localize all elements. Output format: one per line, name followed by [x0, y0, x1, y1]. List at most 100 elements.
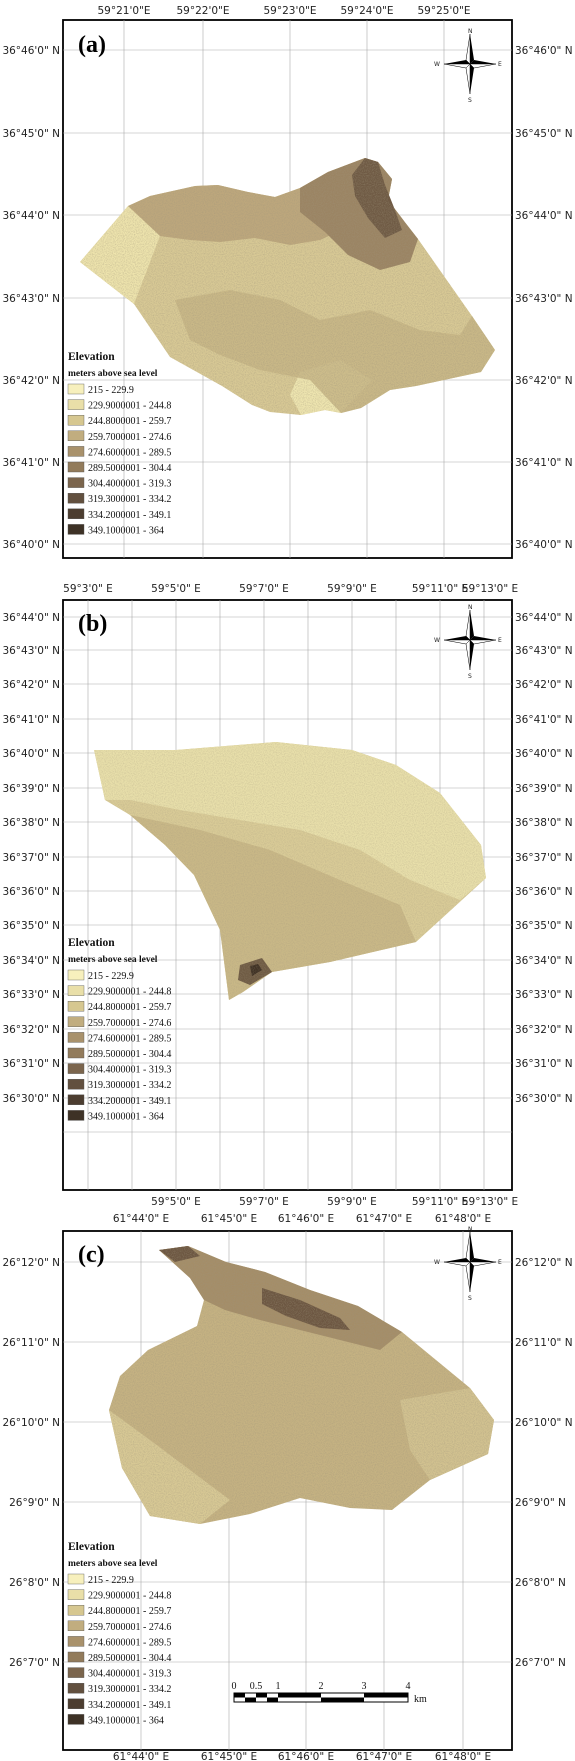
legend-item-label: 259.7000001 - 274.6: [88, 1622, 171, 1633]
legend-swatch: [67, 1605, 85, 1616]
lon-label: 59°11'0" E: [412, 583, 468, 595]
legend-swatch: [67, 1573, 85, 1585]
lat-label: 26°11'0" N: [515, 1337, 573, 1349]
lon-label: 61°48'0" E: [435, 1213, 491, 1225]
legend-swatch: [67, 1063, 85, 1074]
scale-bar: 0 0.5 1 2 3 4 km: [232, 1681, 428, 1705]
legend-swatch: [67, 399, 85, 410]
legend-item-label: 349.1000001 - 364: [88, 1111, 164, 1122]
lat-label: 36°44'0" N: [2, 612, 60, 624]
svg-text:E: E: [498, 637, 502, 644]
scale-tick: 4: [406, 1681, 411, 1692]
legend-item-label: 319.3000001 - 334.2: [88, 1684, 171, 1695]
lon-label: 59°21'0"E: [97, 5, 150, 17]
lat-label: 36°34'0" N: [2, 955, 60, 967]
legend-item-label: 274.6000001 - 289.5: [88, 1637, 171, 1648]
lat-label: 26°10'0" N: [515, 1417, 573, 1429]
lon-label: 61°45'0" E: [201, 1213, 257, 1225]
lon-label: 61°46'0" E: [278, 1751, 334, 1761]
legend-item-label: 289.5000001 - 304.4: [88, 1049, 171, 1060]
legend-item-label: 304.4000001 - 319.3: [88, 1065, 171, 1076]
legend-item-label: 304.4000001 - 319.3: [88, 1669, 171, 1680]
lat-labels-b: 36°44'0" N 36°44'0" N 36°43'0" N 36°43'0" N…: [2, 612, 572, 1105]
legend-swatch: [67, 492, 85, 504]
lat-label: 26°7'0" N: [515, 1657, 566, 1669]
legend-subtitle: meters above sea level: [68, 955, 158, 965]
legend-swatch: [67, 1078, 85, 1090]
legend-item-label: 334.2000001 - 349.1: [88, 1096, 171, 1107]
scale-tick: 3: [362, 1681, 367, 1692]
lat-label: 36°41'0" N: [2, 714, 60, 726]
legend-swatch: [67, 508, 85, 520]
legend-item-label: 334.2000001 - 349.1: [88, 1700, 171, 1711]
svg-text:W: W: [434, 637, 440, 644]
elevation-area-a: [80, 158, 495, 415]
legend-item-label: 259.7000001 - 274.6: [88, 432, 171, 443]
lat-label: 36°41'0" N: [515, 457, 573, 469]
lat-label: 26°10'0" N: [2, 1417, 60, 1429]
legend-c: Elevation meters above sea level 215 - 229…: [67, 1541, 171, 1726]
legend-swatch: [67, 1651, 85, 1663]
lat-label: 36°35'0" N: [2, 920, 60, 932]
legend-item-label: 215 - 229.9: [88, 385, 134, 396]
lat-label: 36°37'0" N: [515, 852, 573, 864]
lon-label: 59°13'0" E: [462, 1196, 518, 1208]
legend-item-label: 319.3000001 - 334.2: [88, 1080, 171, 1091]
lat-label: 36°35'0" N: [515, 920, 573, 932]
lat-label: 36°33'0" N: [515, 989, 573, 1001]
svg-text:N: N: [468, 604, 473, 611]
legend-swatch: [67, 1636, 85, 1647]
lat-label: 36°41'0" N: [515, 714, 573, 726]
legend-swatch: [67, 1620, 85, 1632]
lat-label: 36°38'0" N: [2, 817, 60, 829]
legend-swatch: [67, 1714, 85, 1725]
legend-subtitle: meters above sea level: [68, 369, 158, 379]
legend-item-label: 289.5000001 - 304.4: [88, 1653, 171, 1664]
lat-label: 36°30'0" N: [515, 1093, 573, 1105]
svg-text:N: N: [468, 28, 473, 35]
north-arrow-icon: N S W E: [434, 604, 502, 680]
lat-label: 26°8'0" N: [515, 1577, 566, 1589]
elevation-area-c: [109, 1246, 494, 1524]
lat-label: 26°9'0" N: [515, 1497, 566, 1509]
legend-swatch: [67, 383, 85, 395]
lon-label: 59°11'0" E: [412, 1196, 468, 1208]
scale-tick: 0.5: [250, 1681, 263, 1692]
lat-label: 36°41'0" N: [2, 457, 60, 469]
elevation-area-b: [94, 742, 486, 1000]
lat-label: 36°43'0" N: [515, 293, 573, 305]
lat-label: 36°36'0" N: [515, 886, 573, 898]
lon-label: 59°3'0" E: [63, 583, 113, 595]
lat-label: 36°32'0" N: [515, 1024, 573, 1036]
lat-label: 36°37'0" N: [2, 852, 60, 864]
legend-swatch: [67, 524, 85, 535]
lat-label: 26°12'0" N: [2, 1257, 60, 1269]
legend-swatch: [67, 1589, 85, 1600]
svg-text:E: E: [498, 1259, 502, 1266]
map-panel-a: 59°21'0"E 59°22'0"E 59°23'0"E 59°24'0"E …: [2, 5, 573, 559]
lon-label: 59°7'0" E: [239, 1196, 289, 1208]
legend-item-label: 229.9000001 - 244.8: [88, 401, 171, 412]
lon-label: 61°47'0" E: [356, 1213, 412, 1225]
panel-tag: (c): [78, 1242, 105, 1268]
scale-tick: 1: [276, 1681, 281, 1692]
scale-unit: km: [414, 1694, 427, 1705]
lon-label: 59°13'0" E: [462, 583, 518, 595]
lon-label: 59°24'0"E: [340, 5, 393, 17]
svg-text:N: N: [468, 1226, 473, 1233]
lat-label: 36°43'0" N: [515, 645, 573, 657]
legend-swatch: [67, 1094, 85, 1106]
lat-label: 26°8'0" N: [9, 1577, 60, 1589]
legend-swatch: [67, 446, 85, 457]
lat-label: 36°42'0" N: [2, 375, 60, 387]
legend-item-label: 304.4000001 - 319.3: [88, 479, 171, 490]
svg-text:S: S: [468, 1295, 472, 1302]
lat-label: 36°31'0" N: [2, 1058, 60, 1070]
lon-label: 59°5'0" E: [151, 1196, 201, 1208]
legend-item-label: 244.8000001 - 259.7: [88, 416, 171, 427]
legend-item-label: 229.9000001 - 244.8: [88, 1591, 171, 1602]
lon-label: 59°5'0" E: [151, 583, 201, 595]
lon-label: 61°45'0" E: [201, 1751, 257, 1761]
legend-swatch: [67, 1682, 85, 1694]
